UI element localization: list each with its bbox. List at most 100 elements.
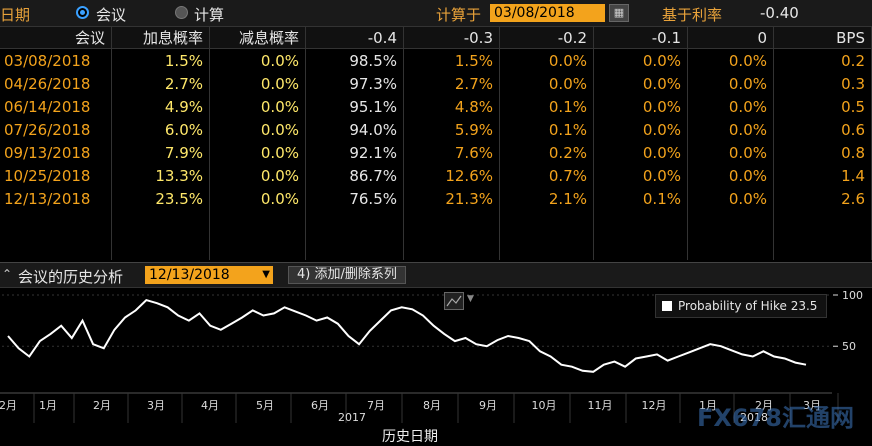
x-tick-label: 8月 [423, 399, 441, 412]
x-tick-label: 2月 [93, 399, 111, 412]
table-cell: 2.7% [164, 75, 203, 93]
table-column: 加息概率 1.5% 2.7% 4.9% 6.0% 7.9% 13.3% 23.5% [112, 27, 210, 260]
collapse-chevron-icon[interactable]: ⌃ [2, 267, 13, 281]
watermark-logo: FX678汇通网 [697, 404, 854, 432]
table-cell: 4.8% [454, 98, 493, 116]
table-cell: 0.0% [260, 52, 299, 70]
column-header[interactable]: BPS [774, 27, 871, 49]
radio-calc[interactable] [175, 6, 188, 19]
legend-label: Probability of Hike 23.5 [678, 299, 818, 313]
calc-on-label: 计算于 [436, 6, 482, 24]
column-header[interactable]: 0 [688, 27, 773, 49]
base-rate-label: 基于利率 [662, 6, 723, 24]
table-cell: 0.0% [728, 190, 767, 208]
table-cell: 7.9% [164, 144, 203, 162]
x-tick-label: 3月 [147, 399, 165, 412]
x-tick-label: 2月 [755, 399, 773, 412]
table-cell: 0.0% [260, 121, 299, 139]
table-cell: 0.2% [548, 144, 587, 162]
table-cell[interactable]: 04/26/2018 [4, 75, 91, 93]
base-rate-value[interactable]: -0.40 [760, 4, 799, 22]
table-column: -0.2 0.0% 0.0% 0.1% 0.1% 0.2% 0.7% 2.1% [500, 27, 594, 260]
table-cell: 0.0% [728, 98, 767, 116]
table-cell[interactable]: 03/08/2018 [4, 52, 91, 70]
calc-date-input[interactable] [490, 4, 605, 22]
table-cell: 92.1% [349, 144, 397, 162]
table-column: 0 0.0% 0.0% 0.0% 0.0% 0.0% 0.0% 0.0% [688, 27, 774, 260]
column-header[interactable]: 加息概率 [112, 27, 209, 49]
table-cell[interactable]: 12/13/2018 [4, 190, 91, 208]
table-cell: 94.0% [349, 121, 397, 139]
table-column: BPS 0.2 0.3 0.5 0.6 0.8 1.4 2.6 [774, 27, 872, 260]
table-cell: 2.6 [841, 190, 865, 208]
table-cell: 0.0% [642, 144, 681, 162]
chart-type-icon[interactable] [444, 292, 464, 310]
table-column: -0.3 1.5% 2.7% 4.8% 5.9% 7.6% 12.6% 21.3% [404, 27, 500, 260]
table-cell: 0.0% [728, 144, 767, 162]
x-tick-label: 2月 [0, 399, 17, 412]
table-cell: 0.0% [642, 75, 681, 93]
table-cell: 0.0% [548, 75, 587, 93]
table-cell[interactable]: 10/25/2018 [4, 167, 91, 185]
top-bar: 日期 会议 计算 计算于 ▦ 基于利率 -0.40 [0, 0, 872, 27]
table-cell: 0.6 [841, 121, 865, 139]
x-tick-label: 9月 [479, 399, 497, 412]
column-header[interactable]: 会议 [0, 27, 111, 49]
table-cell: 0.0% [642, 121, 681, 139]
table-cell: 12.6% [445, 167, 493, 185]
table-cell: 0.0% [642, 167, 681, 185]
table-cell: 97.3% [349, 75, 397, 93]
history-chart: 100 50 2月 1月 2月 3月 4月 5月 6月 7月 8月 9月 10月 11月 12月 1月 2月 3月… [0, 289, 863, 445]
table-cell: 0.0% [642, 52, 681, 70]
dropdown-arrow-icon: ▼ [262, 269, 270, 280]
table-cell: 0.0% [728, 167, 767, 185]
table-cell: 1.4 [841, 167, 865, 185]
table-cell: 4.9% [164, 98, 203, 116]
table-cell: 0.0% [548, 52, 587, 70]
table-cell[interactable]: 07/26/2018 [4, 121, 91, 139]
table-cell: 23.5% [155, 190, 203, 208]
column-header[interactable]: -0.4 [306, 27, 403, 49]
table-cell[interactable]: 06/14/2018 [4, 98, 91, 116]
x-year-label: 2018 [740, 411, 768, 424]
history-section-bar: ⌃ 会议的历史分析 12/13/2018 ▼ 4) 添加/删除系列 [0, 262, 872, 288]
radio-calc-label[interactable]: 计算 [194, 6, 225, 24]
x-tick-label: 5月 [256, 399, 274, 412]
table-cell: 0.5 [841, 98, 865, 116]
table-cell: 2.7% [454, 75, 493, 93]
y-tick-label: 100 [842, 289, 863, 302]
column-header[interactable]: -0.1 [594, 27, 687, 49]
probability-table: 会议 03/08/2018 04/26/2018 06/14/2018 07/26/20… [0, 27, 872, 260]
table-cell: 0.0% [728, 75, 767, 93]
table-cell: 86.7% [349, 167, 397, 185]
x-tick-label: 7月 [367, 399, 385, 412]
column-header[interactable]: 减息概率 [210, 27, 305, 49]
table-cell: 0.0% [260, 75, 299, 93]
table-cell: 0.1% [548, 121, 587, 139]
table-cell: 7.6% [454, 144, 493, 162]
table-cell: 5.9% [454, 121, 493, 139]
radio-meeting[interactable] [76, 6, 89, 19]
radio-meeting-label[interactable]: 会议 [96, 6, 127, 24]
column-header[interactable]: -0.3 [404, 27, 499, 49]
table-cell: 76.5% [349, 190, 397, 208]
y-tick-label: 50 [842, 340, 856, 353]
x-tick-label: 12月 [642, 399, 667, 412]
chart-type-dropdown-icon[interactable]: ▼ [467, 294, 474, 304]
column-header[interactable]: -0.2 [500, 27, 593, 49]
x-tick-label: 11月 [588, 399, 613, 412]
meeting-date-value: 12/13/2018 [149, 267, 230, 283]
meeting-date-select[interactable]: 12/13/2018 ▼ [145, 266, 273, 284]
add-remove-series-button[interactable]: 4) 添加/删除系列 [288, 266, 406, 284]
table-cell: 0.1% [642, 190, 681, 208]
table-column: 减息概率 0.0% 0.0% 0.0% 0.0% 0.0% 0.0% 0.0% [210, 27, 306, 260]
x-axis-title: 历史日期 [382, 429, 438, 445]
table-cell: 1.5% [164, 52, 203, 70]
x-tick-label: 1月 [699, 399, 717, 412]
table-column: -0.1 0.0% 0.0% 0.0% 0.0% 0.0% 0.0% 0.1% [594, 27, 688, 260]
chart-legend[interactable]: Probability of Hike 23.5 [655, 294, 827, 318]
table-cell[interactable]: 09/13/2018 [4, 144, 91, 162]
calendar-icon[interactable]: ▦ [609, 4, 629, 22]
table-cell: 0.0% [728, 52, 767, 70]
table-column: 会议 03/08/2018 04/26/2018 06/14/2018 07/26/20… [0, 27, 112, 260]
